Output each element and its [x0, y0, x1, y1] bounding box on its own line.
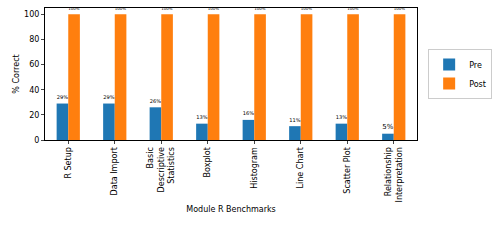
svg-text:% Correct: % Correct: [12, 54, 21, 93]
svg-text:Data Import: Data Import: [110, 147, 119, 195]
svg-text:29%: 29%: [57, 94, 69, 100]
svg-text:RelationshipInterpretation: RelationshipInterpretation: [384, 147, 403, 202]
svg-text:100%: 100%: [301, 6, 313, 11]
svg-text:Line Chart: Line Chart: [296, 147, 305, 188]
svg-text:80: 80: [29, 35, 39, 44]
svg-text:100%: 100%: [161, 6, 173, 11]
svg-text:20: 20: [29, 111, 39, 120]
svg-text:29%: 29%: [103, 94, 115, 100]
svg-text:5%: 5%: [382, 123, 393, 131]
svg-text:Scatter Plot: Scatter Plot: [343, 147, 352, 193]
svg-text:BasicDescriptiveStatistics: BasicDescriptiveStatistics: [146, 147, 176, 192]
svg-text:Histogram: Histogram: [250, 147, 259, 189]
svg-text:Boxplot: Boxplot: [203, 147, 212, 177]
svg-text:0: 0: [34, 136, 39, 145]
svg-text:100%: 100%: [68, 6, 80, 11]
svg-text:60: 60: [29, 60, 39, 69]
svg-text:Pre: Pre: [469, 61, 482, 70]
svg-text:Post: Post: [469, 80, 486, 89]
svg-text:40: 40: [29, 86, 39, 95]
svg-text:100: 100: [24, 10, 39, 19]
svg-text:13%: 13%: [336, 114, 348, 120]
svg-text:100%: 100%: [394, 6, 406, 11]
svg-text:Module R Benchmarks: Module R Benchmarks: [186, 205, 275, 214]
svg-text:100%: 100%: [115, 6, 127, 11]
svg-text:100%: 100%: [208, 6, 220, 11]
svg-text:100%: 100%: [254, 6, 266, 11]
svg-text:26%: 26%: [150, 98, 162, 104]
svg-text:11%: 11%: [289, 117, 301, 123]
svg-text:R Setup: R Setup: [64, 147, 73, 178]
svg-text:16%: 16%: [243, 110, 255, 116]
svg-text:13%: 13%: [196, 114, 208, 120]
svg-text:100%: 100%: [347, 6, 359, 11]
